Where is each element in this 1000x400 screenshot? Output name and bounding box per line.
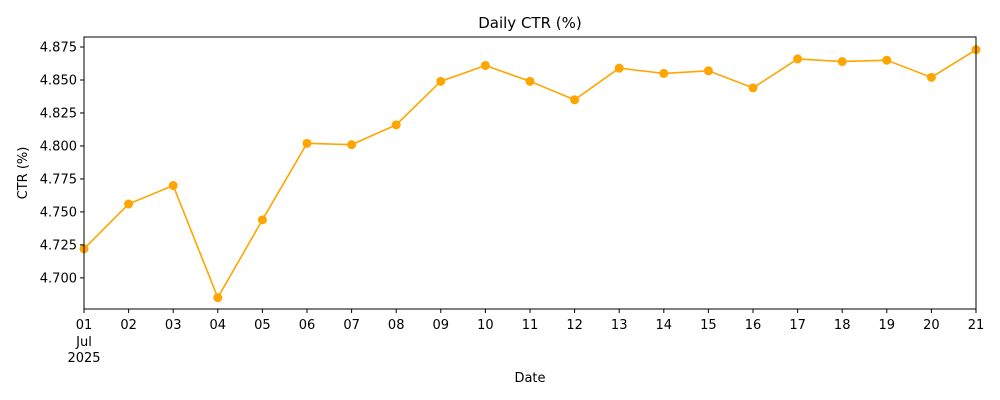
y-tick-label: 4.850 bbox=[40, 74, 77, 89]
x-tick-label: 08 bbox=[388, 318, 405, 333]
y-axis-label: CTR (%) bbox=[16, 147, 31, 200]
x-tick-label: 10 bbox=[477, 318, 494, 333]
x-tick-label: 11 bbox=[522, 318, 539, 333]
y-tick-label: 4.825 bbox=[40, 106, 77, 121]
data-point bbox=[391, 120, 401, 130]
x-axis-label: Date bbox=[514, 371, 545, 386]
data-point bbox=[882, 55, 892, 65]
data-point bbox=[525, 76, 535, 86]
y-tick-label: 4.700 bbox=[40, 271, 77, 286]
x-tick-month-label: Jul bbox=[75, 335, 92, 350]
plot-frame bbox=[83, 36, 977, 310]
x-axis: 01 02 03 04 05 06 07 08 09 10 11 12 13 14 15 16 17 18 19 20… bbox=[67, 309, 984, 366]
y-tick-label: 4.750 bbox=[40, 205, 77, 220]
x-tick-label: 16 bbox=[745, 318, 762, 333]
data-point bbox=[213, 293, 223, 303]
x-tick-label: 14 bbox=[656, 318, 673, 333]
data-point bbox=[347, 140, 357, 150]
data-point bbox=[436, 76, 446, 86]
data-point bbox=[793, 54, 803, 64]
x-tick-label: 15 bbox=[700, 318, 717, 333]
y-tick-label: 4.725 bbox=[40, 238, 77, 253]
x-tick-label: 07 bbox=[343, 318, 360, 333]
x-tick-label: 09 bbox=[433, 318, 450, 333]
x-tick-label: 01 bbox=[76, 318, 93, 333]
y-axis: 4.700 4.725 4.750 4.775 4.800 4.825 4.850 4.875 bbox=[40, 41, 84, 286]
data-point bbox=[302, 138, 312, 148]
y-tick-label: 4.800 bbox=[40, 139, 77, 154]
x-tick-year-label: 2025 bbox=[67, 351, 100, 366]
y-tick-label: 4.875 bbox=[40, 41, 77, 56]
data-point bbox=[703, 66, 713, 76]
x-tick-label: 06 bbox=[299, 318, 316, 333]
data-point bbox=[124, 199, 134, 209]
x-tick-label: 04 bbox=[210, 318, 227, 333]
series-line bbox=[83, 48, 977, 300]
data-point bbox=[659, 68, 669, 78]
plot-area bbox=[79, 45, 981, 303]
x-tick-label: 20 bbox=[923, 318, 940, 333]
data-point bbox=[614, 63, 624, 73]
x-tick-label: 12 bbox=[566, 318, 583, 333]
data-point bbox=[257, 215, 267, 225]
x-tick-label: 19 bbox=[879, 318, 896, 333]
data-point bbox=[168, 181, 178, 191]
x-tick-label: 21 bbox=[968, 318, 985, 333]
x-tick-label: 05 bbox=[254, 318, 271, 333]
x-tick-label: 18 bbox=[834, 318, 851, 333]
chart-title: Daily CTR (%) bbox=[478, 14, 582, 32]
data-point bbox=[926, 72, 936, 82]
data-point bbox=[748, 83, 758, 93]
x-tick-label: 13 bbox=[611, 318, 628, 333]
data-point bbox=[480, 60, 490, 70]
data-point bbox=[570, 95, 580, 105]
x-tick-label: 02 bbox=[120, 318, 137, 333]
x-tick-label: 17 bbox=[789, 318, 806, 333]
data-point bbox=[837, 57, 847, 67]
y-tick-label: 4.775 bbox=[40, 172, 77, 187]
x-tick-label: 03 bbox=[165, 318, 182, 333]
